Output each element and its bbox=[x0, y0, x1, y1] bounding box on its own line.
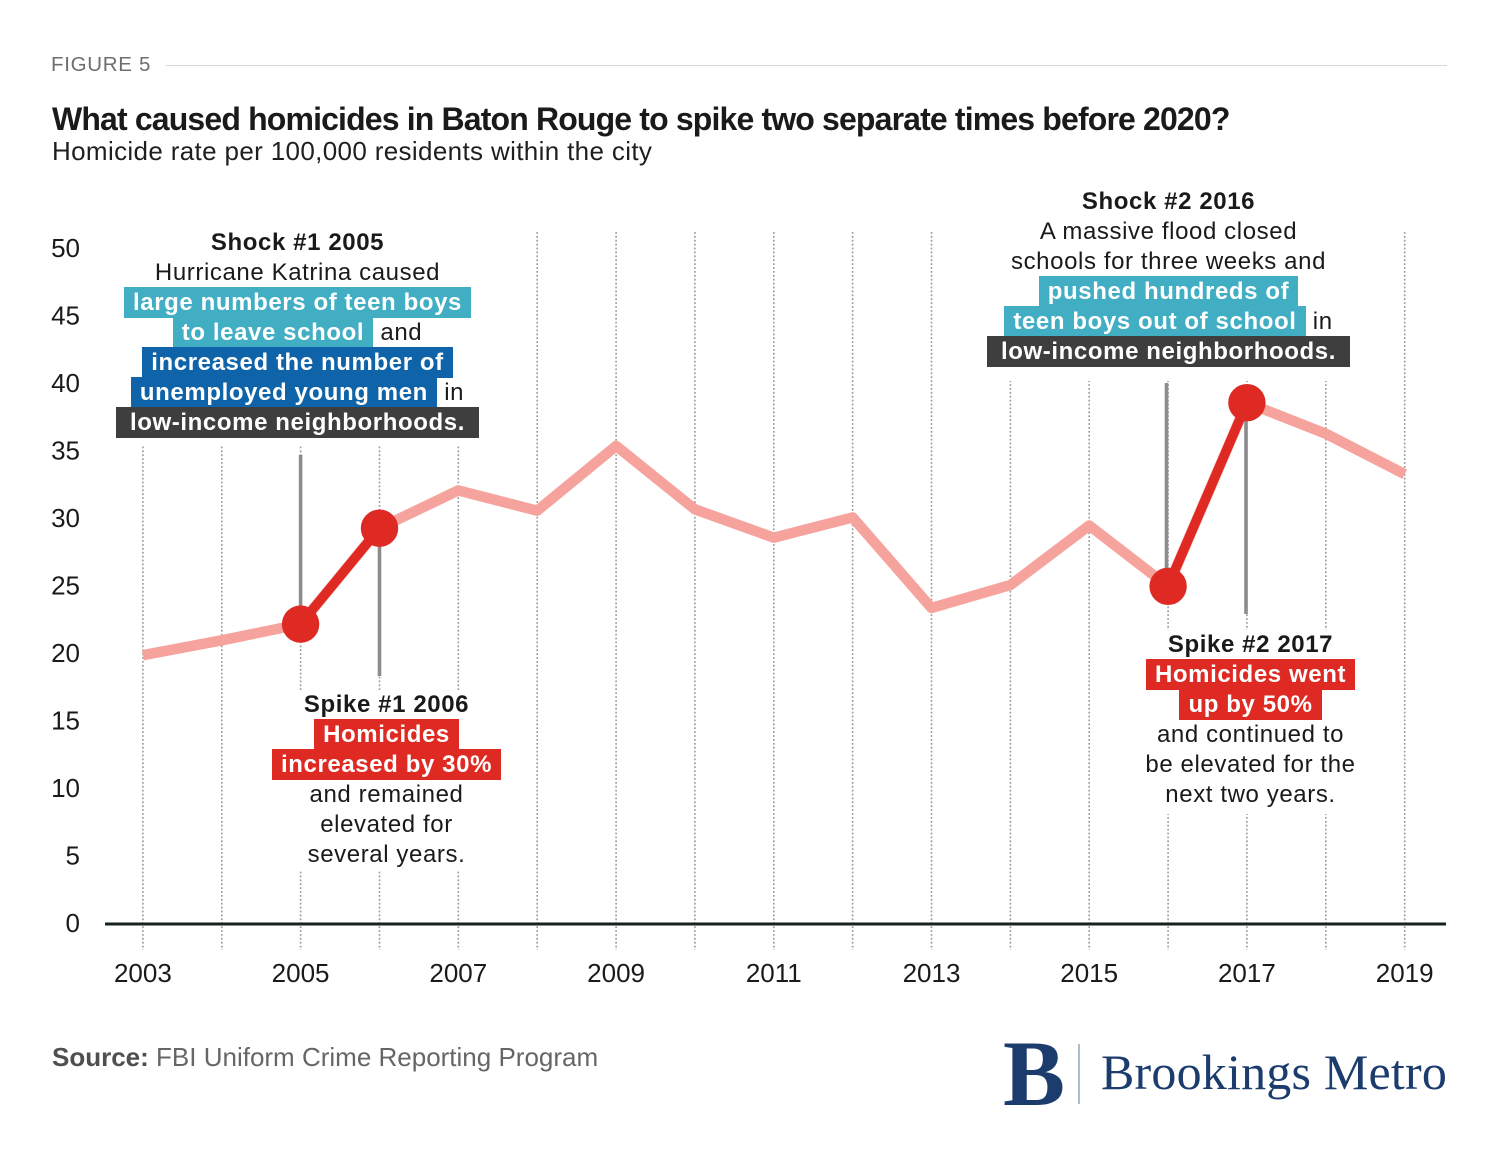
svg-text:45: 45 bbox=[51, 300, 80, 330]
svg-text:2015: 2015 bbox=[1060, 958, 1118, 988]
svg-text:35: 35 bbox=[51, 435, 80, 465]
svg-text:2019: 2019 bbox=[1376, 958, 1434, 988]
svg-text:15: 15 bbox=[51, 705, 80, 735]
svg-text:2003: 2003 bbox=[114, 958, 172, 988]
svg-text:30: 30 bbox=[51, 503, 80, 533]
svg-text:2013: 2013 bbox=[903, 958, 961, 988]
svg-text:2017: 2017 bbox=[1218, 958, 1276, 988]
svg-text:10: 10 bbox=[51, 773, 80, 803]
svg-text:50: 50 bbox=[51, 233, 80, 263]
svg-text:2011: 2011 bbox=[746, 958, 802, 988]
svg-text:5: 5 bbox=[66, 840, 80, 870]
svg-text:2009: 2009 bbox=[587, 958, 645, 988]
svg-text:2005: 2005 bbox=[272, 958, 330, 988]
svg-text:20: 20 bbox=[51, 638, 80, 668]
svg-text:0: 0 bbox=[66, 908, 80, 938]
svg-text:25: 25 bbox=[51, 570, 80, 600]
svg-text:2007: 2007 bbox=[429, 958, 487, 988]
svg-text:40: 40 bbox=[51, 368, 80, 398]
